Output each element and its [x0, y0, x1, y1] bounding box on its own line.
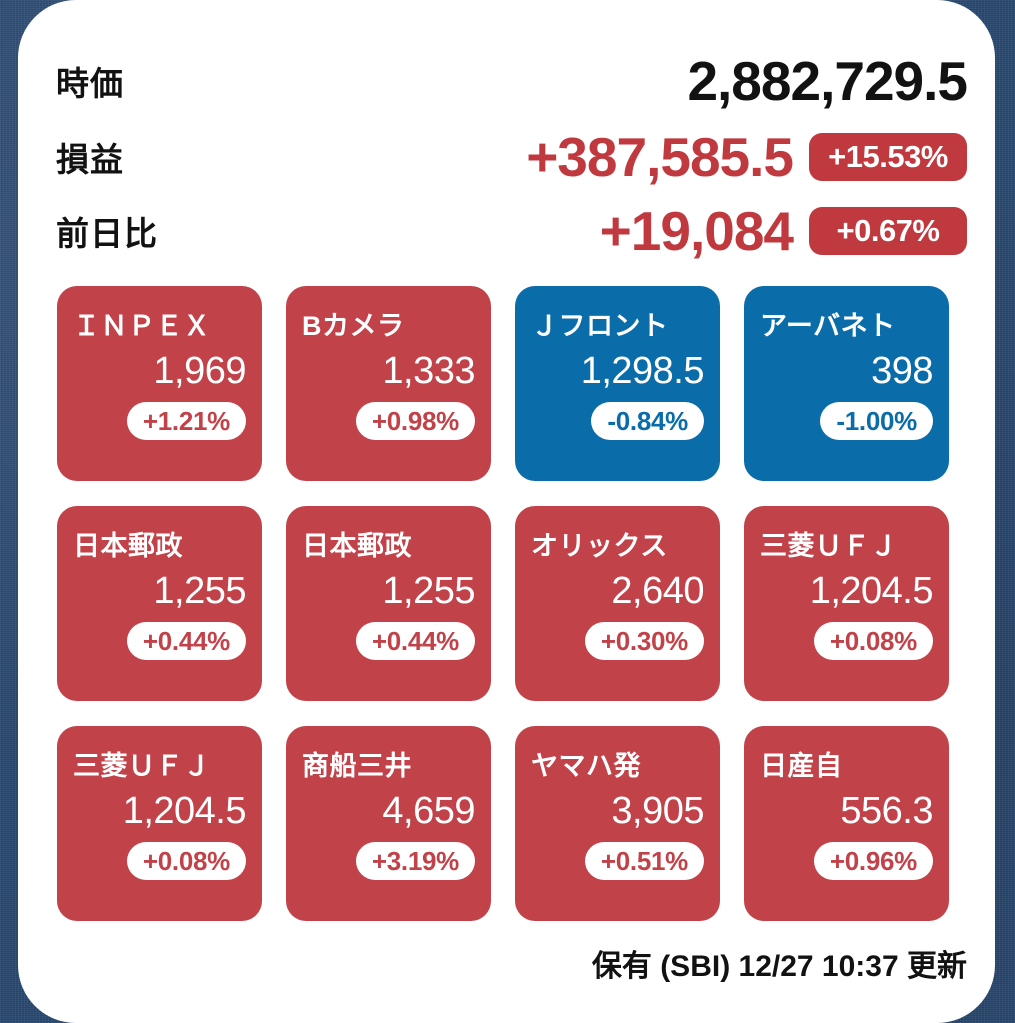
- stock-tile-change-wrap: +0.30%: [531, 622, 704, 661]
- stock-tile-price: 1,255: [153, 570, 246, 613]
- stock-tile-price: 1,255: [382, 570, 475, 613]
- stock-tile-name: 三菱ＵＦＪ: [73, 751, 211, 781]
- summary-row-value: 2,882,729.5: [687, 49, 968, 112]
- stock-tile[interactable]: 三菱ＵＦＪ 1,204.5 +0.08%: [744, 506, 949, 701]
- stock-tile-change-wrap: +0.51%: [531, 842, 704, 881]
- stock-tile-name: オリックス: [531, 531, 668, 561]
- summary-row-label: 時価: [56, 65, 124, 102]
- stock-tile-change-badge: +0.44%: [126, 622, 246, 661]
- summary-row: 損益 +387,585.5 +15.53%: [56, 126, 967, 188]
- summary-row: 前日比 +19,084 +0.67%: [56, 200, 967, 262]
- stock-tile[interactable]: ＩＮＰＥＸ 1,969 +1.21%: [57, 286, 262, 481]
- stock-tile-change-badge: +0.98%: [355, 402, 475, 441]
- summary-row-value: +19,084: [599, 199, 794, 262]
- stock-tile-change-badge: +0.44%: [355, 622, 475, 661]
- stock-tile-name: Ｊフロント: [531, 311, 669, 341]
- stock-tile-change-badge: -1.00%: [820, 402, 933, 441]
- stock-tile-change-wrap: +0.08%: [760, 622, 933, 661]
- stock-tile-change-badge: -0.84%: [591, 402, 704, 441]
- summary-row-percent-badge: +0.67%: [809, 207, 967, 255]
- stock-tile-change-badge: +1.21%: [126, 402, 246, 441]
- stock-tile-change-wrap: +0.98%: [302, 402, 475, 441]
- stock-tile[interactable]: ヤマハ発 3,905 +0.51%: [515, 726, 720, 921]
- stock-tile-price: 2,640: [611, 570, 704, 613]
- stock-tile[interactable]: 商船三井 4,659 +3.19%: [286, 726, 491, 921]
- summary-row-values: 2,882,729.5: [124, 49, 968, 112]
- stock-tile-name: 三菱ＵＦＪ: [760, 531, 898, 561]
- stock-tile-name: Bカメラ: [302, 311, 405, 341]
- stock-tile-name: ヤマハ発: [531, 751, 641, 781]
- stock-tile-price: 1,204.5: [122, 790, 247, 833]
- summary-header: 時価 2,882,729.5 損益 +387,585.5 +15.53% 前日比 +19,0…: [18, 0, 995, 272]
- summary-row-label: 損益: [56, 141, 124, 178]
- stock-tile-price: 398: [871, 350, 933, 393]
- portfolio-card: 時価 2,882,729.5 損益 +387,585.5 +15.53% 前日比 +19,0…: [18, 0, 995, 1023]
- stock-tile-price: 1,333: [382, 350, 475, 393]
- stock-tile[interactable]: Ｊフロント 1,298.5 -0.84%: [515, 286, 720, 481]
- summary-row-values: +19,084 +0.67%: [158, 199, 967, 262]
- stock-tile-name: ＩＮＰＥＸ: [73, 311, 211, 341]
- update-status-text: 保有 (SBI) 12/27 10:37 更新: [591, 950, 967, 983]
- stock-tile[interactable]: 日産自 556.3 +0.96%: [744, 726, 949, 921]
- stock-tile-name: アーバネト: [760, 311, 896, 341]
- stock-tile-name: 日本郵政: [73, 531, 183, 561]
- stock-tile[interactable]: 日本郵政 1,255 +0.44%: [286, 506, 491, 701]
- stock-tile-change-wrap: +0.44%: [73, 622, 246, 661]
- stock-tile[interactable]: 日本郵政 1,255 +0.44%: [57, 506, 262, 701]
- stock-tile-name: 日産自: [760, 751, 843, 781]
- stock-tile-name: 商船三井: [302, 751, 412, 781]
- summary-row-label: 前日比: [56, 215, 158, 252]
- stock-tile[interactable]: アーバネト 398 -1.00%: [744, 286, 949, 481]
- stock-tile[interactable]: オリックス 2,640 +0.30%: [515, 506, 720, 701]
- stock-tile-price: 1,204.5: [809, 570, 934, 613]
- stock-tile-change-badge: +0.08%: [126, 842, 246, 881]
- stock-tile-change-badge: +0.08%: [813, 622, 933, 661]
- stock-tile-change-badge: +0.30%: [584, 622, 704, 661]
- stock-tile[interactable]: 三菱ＵＦＪ 1,204.5 +0.08%: [57, 726, 262, 921]
- stock-tile-change-badge: +0.96%: [813, 842, 933, 881]
- stock-tile-change-wrap: +0.08%: [73, 842, 246, 881]
- summary-row-value: +387,585.5: [526, 125, 794, 188]
- stock-tile-grid: ＩＮＰＥＸ 1,969 +1.21% Bカメラ 1,333 +0.98% Ｊフロント 1,29…: [57, 286, 951, 921]
- stock-tile-price: 4,659: [382, 790, 475, 833]
- summary-row: 時価 2,882,729.5: [56, 49, 968, 112]
- stock-tile-change-wrap: +3.19%: [302, 842, 475, 881]
- stock-tile-change-wrap: +1.21%: [73, 402, 246, 441]
- stock-tile-change-wrap: +0.44%: [302, 622, 475, 661]
- stock-tile-price: 3,905: [611, 790, 704, 833]
- stock-tile-change-wrap: -1.00%: [760, 402, 933, 441]
- stock-tile-name: 日本郵政: [302, 531, 412, 561]
- stock-tile-change-wrap: +0.96%: [760, 842, 933, 881]
- stock-tile-change-badge: +0.51%: [584, 842, 704, 881]
- summary-row-values: +387,585.5 +15.53%: [124, 125, 967, 188]
- stock-tile[interactable]: Bカメラ 1,333 +0.98%: [286, 286, 491, 481]
- stock-tile-price: 1,298.5: [580, 350, 705, 393]
- stock-tile-price: 1,969: [153, 350, 246, 393]
- stock-tile-change-wrap: -0.84%: [531, 402, 704, 441]
- stock-tile-change-badge: +3.19%: [355, 842, 475, 881]
- stock-tile-price: 556.3: [840, 790, 933, 833]
- summary-row-percent-badge: +15.53%: [809, 133, 967, 181]
